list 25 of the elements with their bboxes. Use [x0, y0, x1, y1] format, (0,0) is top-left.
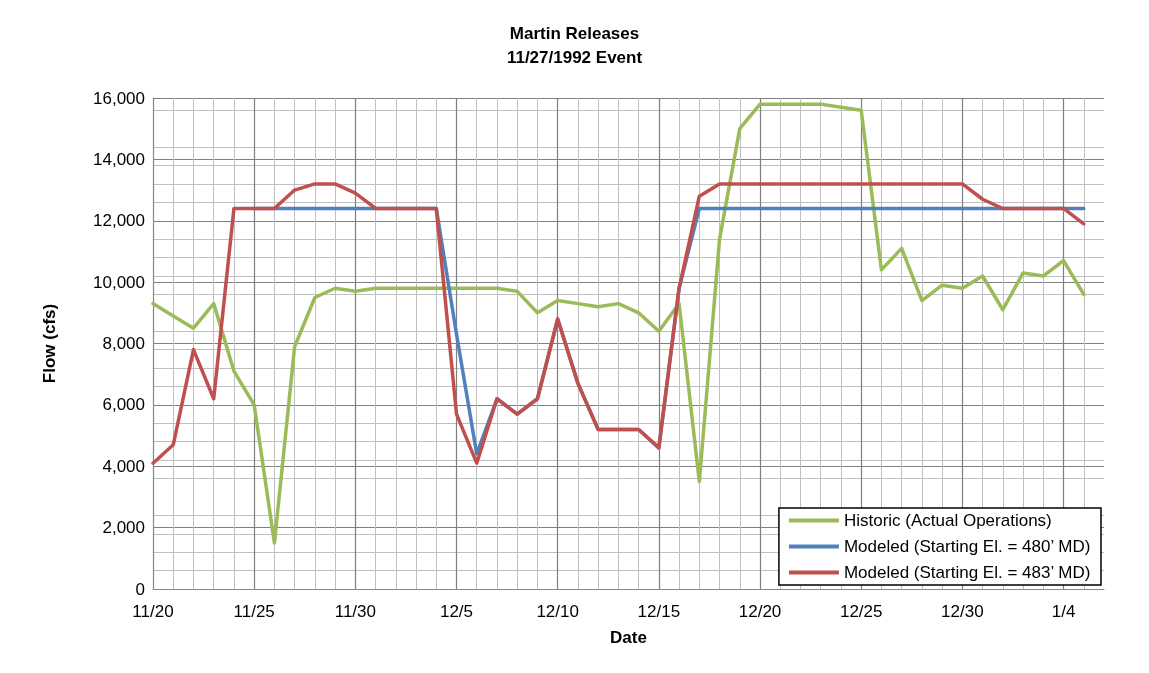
y-tick-label: 6,000	[102, 395, 145, 415]
y-tick-label: 16,000	[93, 88, 145, 108]
y-tick-label: 8,000	[102, 334, 145, 353]
legend-label: Historic (Actual Operations)	[843, 511, 1052, 530]
x-axis-title: Date	[610, 628, 647, 647]
y-tick-label: 10,000	[93, 272, 145, 292]
x-tick-label: 11/25	[233, 602, 275, 621]
x-tick-label: 1/4	[1051, 602, 1076, 621]
x-tick-label: 11/30	[334, 602, 376, 621]
legend-label: Modeled (Starting El. = 480’ MD)	[843, 537, 1091, 556]
y-tick-label: 2,000	[102, 518, 145, 538]
x-tick-label: 12/15	[637, 602, 681, 621]
legend-label: Modeled (Starting El. = 483’ MD)	[843, 563, 1091, 582]
y-tick-label: 4,000	[102, 456, 145, 476]
x-tick-label: 12/20	[738, 602, 782, 621]
x-tick-label: 12/25	[839, 602, 883, 621]
x-tick-label: 12/5	[439, 602, 474, 621]
y-tick-label: 0	[135, 579, 145, 599]
y-tick-label: 14,000	[93, 149, 145, 169]
x-tick-label: 12/30	[941, 602, 984, 621]
x-tick-label: 11/20	[132, 602, 174, 621]
y-axis-title: Flow (cfs)	[40, 303, 59, 384]
y-tick-label: 12,000	[93, 211, 145, 231]
chart-title: Martin Releases 11/27/1992 Event	[506, 23, 643, 67]
x-tick-label: 12/10	[536, 602, 579, 621]
